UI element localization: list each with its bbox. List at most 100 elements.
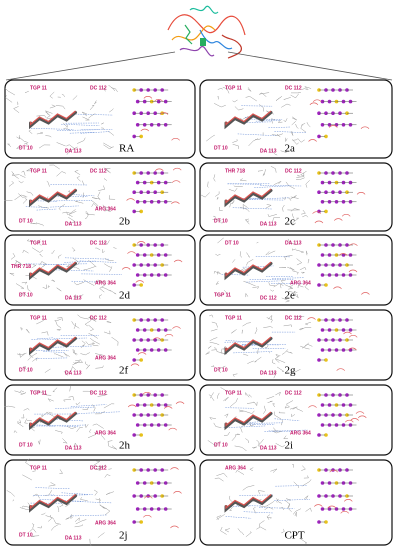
residue-label: DA 113 xyxy=(65,148,82,154)
atom xyxy=(324,358,328,362)
ligand-sticks xyxy=(29,110,76,126)
wireframe xyxy=(3,84,118,155)
atom xyxy=(324,520,328,524)
residue-label: TGP 11 xyxy=(30,85,47,91)
bonds xyxy=(319,319,357,361)
hbond-lines xyxy=(25,184,95,211)
residue-label: TGP 11 xyxy=(225,390,242,396)
residue-label: ARG 364 xyxy=(95,520,116,526)
hydrophobic-arcs xyxy=(314,469,353,514)
ligand-sticks xyxy=(224,412,273,431)
residue-label: DA 113 xyxy=(65,295,82,301)
connector-line xyxy=(5,51,176,81)
panel: THR 718 DC 112 DT 10 DA 113 2c xyxy=(199,162,393,232)
hydrophobic-arcs xyxy=(126,167,182,205)
panel: TGP 11 DC 112 DT 10 DA 113 2a xyxy=(199,79,393,159)
residue-label: TGP 11 xyxy=(225,315,242,321)
residue-label: DT 10 xyxy=(214,145,228,151)
residue-label: TGP 11 xyxy=(30,168,47,174)
wireframe xyxy=(206,86,312,156)
residue-label: DC 112 xyxy=(90,85,107,91)
panel-label: 2j xyxy=(119,530,128,542)
residue-label: DA 113 xyxy=(65,535,82,541)
residue-label: THR 718 xyxy=(11,264,31,270)
panel-frame xyxy=(199,384,393,456)
panel-frame xyxy=(4,384,196,456)
ligand-sticks xyxy=(29,336,76,352)
residue-label: DT 10 xyxy=(19,367,33,373)
bonds xyxy=(319,89,357,137)
hydrophobic-arcs xyxy=(308,405,367,423)
residue-label: DC 112 xyxy=(260,295,277,301)
residue-label: THR 718 xyxy=(225,168,245,174)
residue-label: DT 10 xyxy=(19,532,33,538)
residue-label: DT 10 xyxy=(214,218,228,224)
panel: DT 10 DA 113 TGP 11 DC 112 ARG 364 2e xyxy=(199,234,393,306)
hydrophobic-arcs xyxy=(140,96,180,141)
panel-frame xyxy=(199,309,393,381)
ligand-sticks xyxy=(29,188,76,204)
hydrophobic-arcs xyxy=(307,317,358,371)
hydrophobic-arcs xyxy=(121,241,183,283)
hbond-lines xyxy=(25,257,123,283)
residue-label: TGP 11 xyxy=(30,240,47,246)
panel-frame xyxy=(199,162,393,232)
residue-label: DC 112 xyxy=(90,390,107,396)
hydrophobic-arcs xyxy=(308,99,370,142)
bonds xyxy=(134,89,172,137)
panel: TGP 11 DC 112 DT 10 DA 113 RA xyxy=(3,79,196,159)
ligand xyxy=(200,38,206,46)
ligand-sticks xyxy=(224,494,273,513)
atom xyxy=(324,134,328,139)
ligand-sticks xyxy=(225,336,272,352)
bonds xyxy=(134,469,172,523)
residue-label: ARG 364 xyxy=(225,465,246,471)
ribbon xyxy=(167,14,246,36)
ligand-sticks xyxy=(29,261,76,277)
bonds xyxy=(134,244,172,286)
atom xyxy=(324,209,328,214)
residue-label: DT 10 xyxy=(214,367,228,373)
residue-label: TGP 11 xyxy=(30,390,47,396)
panel-frame xyxy=(199,79,393,159)
residue-label: TGP 11 xyxy=(30,465,47,471)
ribbon xyxy=(171,25,216,41)
connector-line xyxy=(227,51,393,81)
residue-label: DT 10 xyxy=(19,218,33,224)
hbond-lines xyxy=(28,404,120,428)
hydrophobic-arcs xyxy=(312,192,366,224)
bonds xyxy=(319,394,357,436)
hbond-lines xyxy=(221,256,304,285)
ligand-sticks xyxy=(224,111,273,130)
wireframe xyxy=(200,165,310,226)
hbond-lines xyxy=(227,183,302,210)
residue-label: ARG 364 xyxy=(95,355,116,361)
atom xyxy=(139,283,143,287)
hydrophobic-arcs xyxy=(143,467,182,529)
ligand-sticks xyxy=(225,188,272,204)
residue-label: DC 112 xyxy=(90,168,107,174)
residue-label: DC 112 xyxy=(90,240,107,246)
panel-label: 2c xyxy=(284,216,295,228)
panel-label: CPT xyxy=(284,530,304,542)
residue-label: TGP 11 xyxy=(30,315,47,321)
atom xyxy=(139,520,143,524)
bonds xyxy=(319,469,357,523)
residue-label: DC 112 xyxy=(90,315,107,321)
hbond-lines xyxy=(31,335,99,359)
bonds xyxy=(319,172,357,212)
panel-label: 2a xyxy=(284,143,295,155)
bonds xyxy=(134,172,172,212)
ligand-sticks xyxy=(225,110,272,126)
wireframe xyxy=(4,164,116,227)
panel-label: 2g xyxy=(284,365,296,377)
ligand-sticks xyxy=(225,261,272,277)
ligand-sticks xyxy=(224,189,273,208)
atom xyxy=(139,358,143,362)
wireframe xyxy=(17,314,119,376)
panel-frame xyxy=(199,234,393,306)
residue-label: DA 113 xyxy=(260,370,277,376)
